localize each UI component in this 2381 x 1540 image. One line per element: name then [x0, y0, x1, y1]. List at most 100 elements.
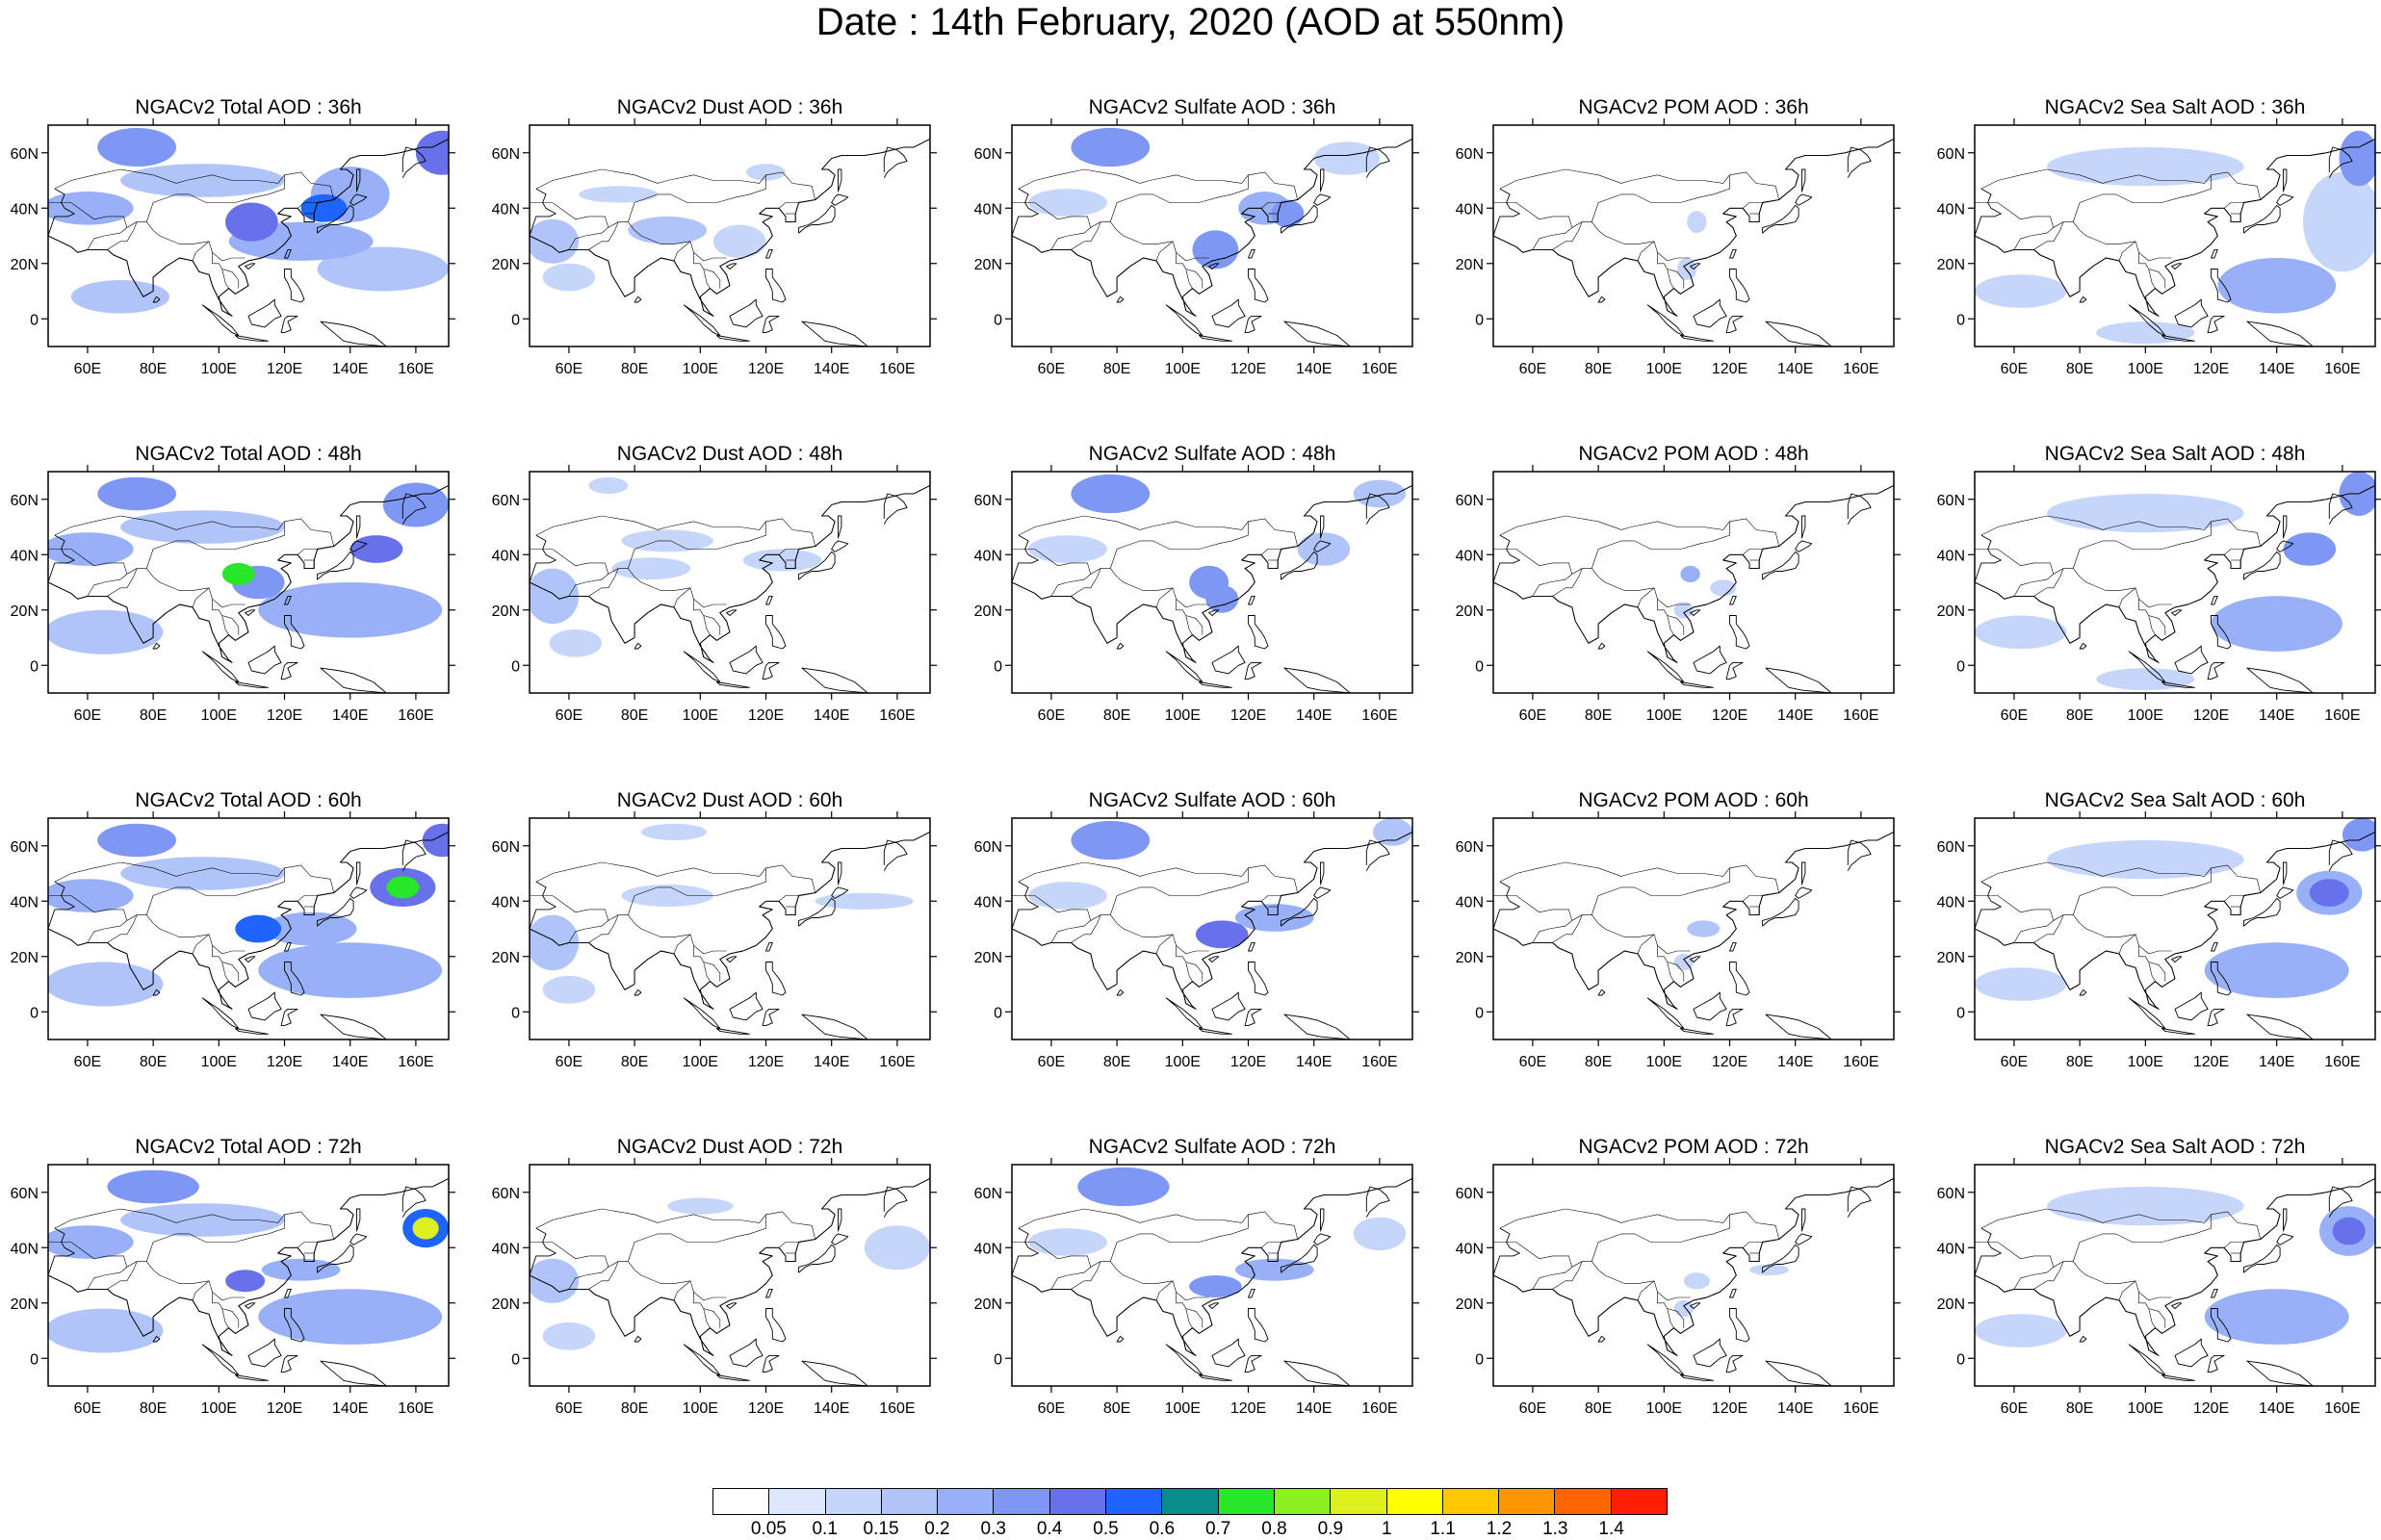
country-border — [1742, 1242, 1763, 1248]
coastline — [356, 168, 361, 192]
lat-tick-label: 40N — [11, 1241, 39, 1257]
coastline — [1365, 146, 1390, 178]
lon-tick-label: 140E — [1777, 707, 1813, 724]
country-border — [1018, 515, 1298, 547]
lon-tick-label: 160E — [2324, 1400, 2360, 1417]
coastline — [2171, 263, 2183, 270]
lon-tick-label: 60E — [556, 1054, 582, 1070]
colorbar-swatch — [1049, 1489, 1107, 1514]
aod-plume — [382, 482, 449, 527]
coastline — [765, 615, 787, 650]
coastline — [1493, 881, 1520, 930]
colorbar-swatch — [1499, 1489, 1556, 1514]
aod-plume — [530, 568, 580, 625]
map-frame — [1492, 124, 1895, 347]
coastline — [48, 831, 449, 1010]
lon-tick-label: 100E — [1165, 707, 1201, 724]
aod-plume — [1687, 211, 1707, 234]
country-border — [1667, 962, 1674, 982]
coastline — [1244, 661, 1262, 680]
coastline — [762, 661, 780, 680]
aod-plume — [611, 557, 691, 580]
country-border — [87, 920, 127, 943]
lat-tick-label: 60N — [974, 839, 1002, 856]
country-border — [689, 587, 727, 608]
country-border — [1260, 895, 1281, 902]
lat-tick-label: 20N — [492, 950, 520, 966]
country-border — [1172, 241, 1209, 262]
country-border — [1637, 1280, 1655, 1301]
lon-tick-label: 120E — [267, 1054, 302, 1070]
aod-plume — [2047, 147, 2244, 187]
lon-tick-label: 160E — [398, 1054, 433, 1070]
map-panel: 60E 80E 100E 120E 140E 160E 60N 40N 20N 0 NGACv2 S… — [1937, 96, 2381, 377]
lon-tick-label: 160E — [1843, 707, 1878, 724]
coastline — [1765, 1360, 1832, 1386]
coastline — [1012, 1227, 1039, 1276]
coastline — [2128, 1344, 2166, 1375]
aod-field — [1012, 125, 1412, 346]
country-border — [1050, 227, 1091, 250]
lat-tick-label: 20N — [974, 1296, 1002, 1313]
country-border — [107, 1261, 138, 1290]
country-border — [146, 174, 285, 222]
coastline — [1248, 1288, 1255, 1298]
coastline — [1211, 1338, 1246, 1368]
country-border — [1172, 587, 1209, 608]
colorbar-swatch — [769, 1489, 826, 1514]
coastline — [247, 1338, 282, 1368]
coastline — [2276, 193, 2294, 206]
lat-tick-label: 40N — [1937, 201, 1965, 218]
coastline — [247, 298, 282, 328]
coastline — [317, 204, 354, 234]
coastline — [765, 962, 787, 996]
panel-title: NGACv2 POM AOD : 48h — [1578, 443, 1808, 465]
coastline — [1211, 298, 1246, 328]
aod-plume — [349, 535, 403, 563]
lon-tick-label: 60E — [556, 1400, 582, 1417]
coastline — [401, 146, 427, 178]
coastline — [320, 1360, 387, 1386]
country-border — [2013, 227, 2054, 250]
country-border — [1980, 1208, 2261, 1240]
coastline — [1281, 204, 1318, 234]
country-border — [689, 241, 727, 262]
coastline — [48, 1227, 75, 1276]
country-border — [87, 1267, 127, 1290]
coastline — [1116, 295, 1125, 303]
country-border — [535, 515, 815, 547]
coastline — [2246, 1360, 2314, 1386]
coastline — [1795, 1233, 1813, 1245]
coastline — [152, 642, 161, 650]
country-border — [1260, 1242, 1281, 1248]
lon-tick-label: 140E — [1777, 361, 1813, 377]
aod-field — [1975, 125, 2375, 346]
country-borders — [1493, 861, 1779, 982]
lon-tick-label: 100E — [201, 707, 237, 724]
lon-tick-label: 140E — [814, 361, 849, 377]
coastline — [1679, 335, 1714, 342]
lat-tick-label: 60N — [492, 839, 520, 856]
colorbar-label: 1.3 — [1542, 1519, 1568, 1539]
lon-tick-label: 80E — [1585, 1054, 1612, 1070]
lon-tick-label: 120E — [267, 361, 302, 377]
lon-tick-label: 80E — [1585, 1400, 1612, 1417]
lat-tick-label: 60N — [1937, 493, 1965, 509]
aod-plume — [48, 1308, 164, 1353]
aod-plume — [2211, 596, 2342, 652]
map-panel: 60E 80E 100E 120E 140E 160E 60N 40N 20N 0 NGACv2 D… — [492, 443, 937, 724]
coastline — [1725, 661, 1744, 680]
coastline — [2328, 493, 2353, 525]
map-background — [1493, 472, 1894, 693]
country-border — [1260, 549, 1281, 555]
map-frame — [529, 124, 931, 347]
country-border — [1185, 1308, 1193, 1328]
coastline — [715, 1028, 750, 1035]
aod-plume — [48, 192, 134, 225]
coastline — [284, 941, 292, 952]
lon-tick-label: 60E — [2001, 361, 2028, 377]
country-border — [1637, 241, 1655, 262]
lon-tick-label: 80E — [1103, 361, 1130, 377]
map-panel: 60E 80E 100E 120E 140E 160E 60N 40N 20N 0 NGACv2 S… — [974, 789, 1419, 1070]
